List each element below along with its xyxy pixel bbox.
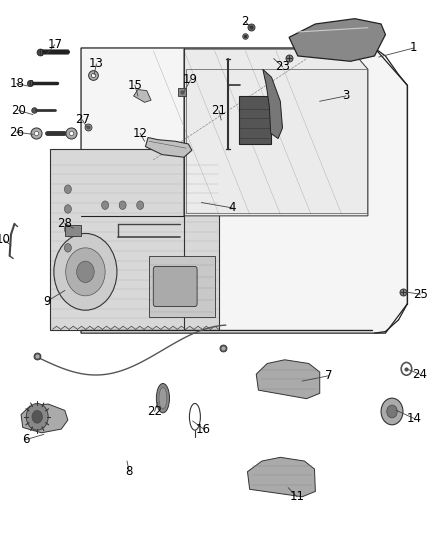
Ellipse shape [156, 384, 170, 413]
Circle shape [32, 410, 42, 423]
Text: 9: 9 [43, 295, 51, 308]
Text: 1: 1 [410, 42, 418, 54]
Circle shape [64, 244, 71, 252]
Circle shape [54, 233, 117, 310]
Text: 24: 24 [412, 368, 427, 381]
Text: 3: 3 [343, 90, 350, 102]
FancyBboxPatch shape [153, 266, 197, 306]
Text: 17: 17 [47, 38, 62, 51]
Circle shape [77, 261, 94, 282]
Polygon shape [239, 96, 271, 144]
Polygon shape [50, 149, 219, 330]
Text: 6: 6 [21, 433, 29, 446]
Text: 22: 22 [147, 405, 162, 418]
Circle shape [387, 405, 397, 418]
Text: 12: 12 [133, 127, 148, 140]
Text: 11: 11 [290, 490, 304, 503]
Circle shape [381, 398, 403, 425]
Polygon shape [30, 80, 32, 85]
Polygon shape [149, 256, 215, 317]
Text: 7: 7 [325, 369, 332, 382]
Polygon shape [263, 69, 283, 139]
Polygon shape [256, 360, 320, 399]
Text: 14: 14 [406, 412, 421, 425]
Ellipse shape [189, 403, 200, 430]
Text: 25: 25 [413, 288, 428, 301]
Text: 10: 10 [0, 233, 11, 246]
Circle shape [64, 185, 71, 193]
Text: 18: 18 [9, 77, 24, 90]
Polygon shape [81, 48, 407, 333]
Ellipse shape [159, 387, 167, 409]
Polygon shape [145, 138, 192, 157]
Text: 20: 20 [11, 104, 26, 117]
Circle shape [64, 225, 71, 233]
Circle shape [137, 201, 144, 209]
Text: 16: 16 [196, 423, 211, 435]
Circle shape [26, 403, 48, 430]
Circle shape [401, 362, 412, 375]
Text: 2: 2 [241, 15, 249, 28]
Circle shape [64, 205, 71, 213]
Text: 21: 21 [212, 104, 226, 117]
Polygon shape [65, 225, 81, 236]
Text: 4: 4 [228, 201, 236, 214]
Polygon shape [134, 90, 151, 102]
Text: 8: 8 [126, 465, 133, 478]
Polygon shape [21, 404, 68, 433]
Circle shape [66, 248, 105, 296]
Text: 15: 15 [127, 79, 142, 92]
Text: 26: 26 [9, 126, 24, 139]
Polygon shape [184, 49, 368, 216]
Text: 28: 28 [57, 217, 72, 230]
Text: 13: 13 [89, 58, 104, 70]
Text: 19: 19 [183, 74, 198, 86]
Text: 23: 23 [275, 60, 290, 73]
Text: 27: 27 [75, 114, 90, 126]
Polygon shape [289, 19, 385, 61]
Circle shape [119, 201, 126, 209]
Polygon shape [247, 457, 315, 497]
Polygon shape [40, 49, 42, 55]
Circle shape [102, 201, 109, 209]
